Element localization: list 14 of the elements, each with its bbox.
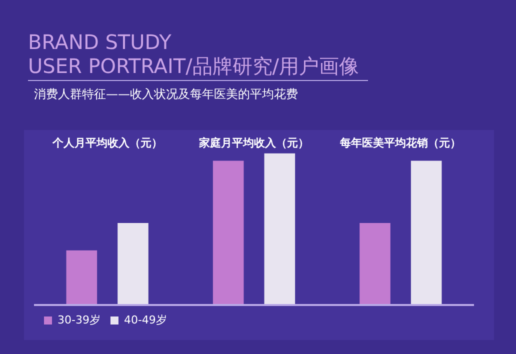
- bar: [66, 250, 98, 305]
- x-tick-label: 每年医美平均花销（元）: [339, 136, 462, 150]
- bar: [410, 160, 442, 305]
- legend-label: 30-39岁: [58, 313, 100, 326]
- bar: [118, 223, 148, 305]
- chart-title: BRAND STUDY: [28, 30, 172, 54]
- chart-subtitle: USER PORTRAIT/品牌研究/用户画像: [28, 54, 360, 78]
- bar: [360, 223, 390, 305]
- bar: [212, 160, 244, 305]
- legend-label: 40-49岁: [124, 313, 167, 326]
- x-tick-label: 个人月平均收入（元）: [51, 136, 162, 150]
- text: 消费人群特征——收入状况及每年医美的平均花费: [34, 86, 298, 103]
- x-tick-label: 家庭月平均收入（元）: [198, 136, 309, 150]
- bar: [264, 153, 296, 305]
